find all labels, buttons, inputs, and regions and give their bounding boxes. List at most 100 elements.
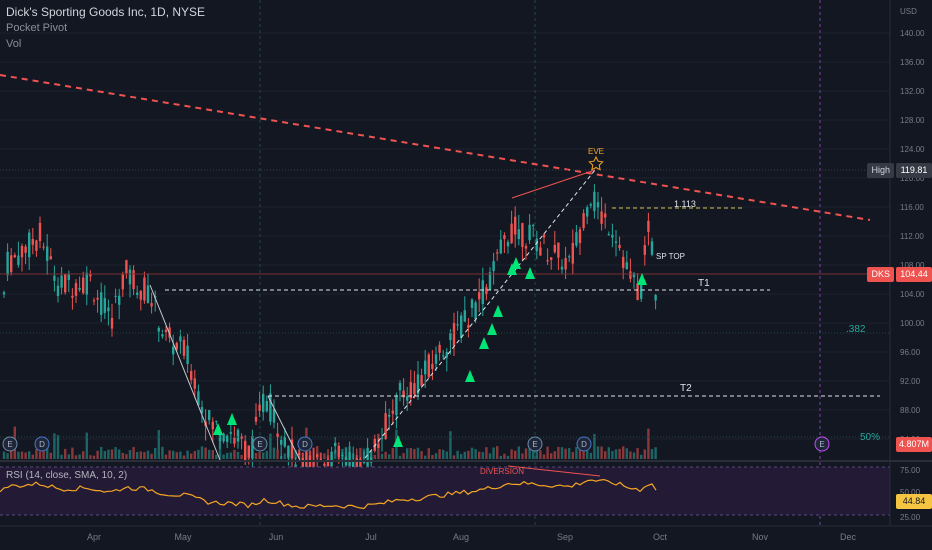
volume-bar	[46, 446, 49, 459]
candle-body	[103, 298, 106, 313]
candle-body	[384, 413, 387, 439]
pocket-pivot-triangle	[393, 435, 403, 447]
volume-bar	[366, 453, 369, 459]
candle-body	[35, 240, 38, 251]
candle-body	[38, 222, 42, 242]
candle-body	[647, 220, 650, 232]
volume-bar	[535, 447, 538, 459]
volume-bar	[265, 450, 268, 459]
candle-body	[64, 274, 67, 293]
rally-line	[364, 169, 596, 459]
candle-body	[272, 408, 276, 423]
rsi-tick: 75.00	[900, 466, 921, 475]
price-tick: 140.00	[900, 29, 925, 38]
candle-body	[654, 294, 657, 301]
volume-bar	[503, 453, 506, 459]
candle-body	[622, 256, 625, 268]
candle-body	[604, 213, 607, 218]
volume-bar	[31, 454, 34, 459]
volume-bar	[2, 451, 6, 459]
candle-body	[632, 273, 636, 278]
symbol-title[interactable]: Dick's Sporting Goods Inc, 1D, NYSE	[6, 5, 206, 19]
volume-bar	[478, 451, 481, 459]
volume-bar	[542, 454, 546, 459]
volume-bar	[514, 450, 517, 459]
candle-body	[629, 271, 632, 279]
candle-body	[262, 393, 265, 413]
event-marker-D	[576, 436, 592, 452]
high-value-tag: 119.81	[896, 163, 932, 178]
volume-bar	[470, 447, 474, 459]
candle-body	[233, 437, 236, 444]
candle-body	[10, 255, 13, 273]
indicator-volume[interactable]: Vol	[6, 38, 22, 50]
volume-bar	[154, 447, 157, 459]
candle-body	[514, 216, 517, 235]
candle-body	[586, 207, 589, 217]
rsi-legend[interactable]: RSI (14, close, SMA, 10, 2)	[6, 470, 128, 481]
price-tick: 96.00	[900, 348, 921, 357]
candle-body	[179, 336, 182, 342]
volume-bar	[409, 448, 412, 459]
volume-bar	[330, 455, 333, 459]
volume-bar	[636, 448, 639, 459]
candle-body	[251, 435, 254, 459]
candle-body	[589, 204, 592, 206]
candle-body	[532, 225, 535, 227]
rsi-tick: 25.00	[900, 513, 921, 522]
volume-bar	[614, 449, 618, 459]
volume-bar	[442, 449, 445, 459]
volume-bar	[449, 431, 452, 459]
volume-bar	[71, 447, 74, 459]
candle-body	[265, 400, 268, 412]
sp-top-label: SP TOP	[656, 252, 685, 261]
volume-bar	[294, 450, 297, 459]
candle-body	[305, 451, 308, 480]
candle-body	[125, 260, 128, 274]
month-label: Jul	[365, 532, 377, 542]
volume-bar	[391, 448, 394, 459]
price-tick: 92.00	[900, 377, 921, 386]
volume-bar	[406, 448, 409, 459]
volume-bar	[103, 451, 106, 459]
drop-line-b	[267, 395, 301, 461]
price-tick: 124.00	[900, 145, 925, 154]
volume-bar	[373, 454, 376, 459]
candle-body	[362, 461, 366, 464]
price-tick: 104.00	[900, 290, 925, 299]
volume-bar	[182, 455, 186, 459]
drop-line-a	[149, 284, 221, 461]
volume-bar	[456, 450, 459, 459]
pocket-pivot-triangle	[525, 267, 535, 279]
candle-body	[190, 371, 193, 380]
volume-bar	[589, 452, 592, 459]
volume-bar	[164, 454, 168, 459]
volume-bar	[240, 454, 243, 459]
event-marker-label: E	[819, 440, 824, 449]
candle-body	[449, 332, 452, 341]
candle-body	[49, 256, 52, 260]
volume-bar	[550, 453, 553, 459]
indicator-pocket-pivot[interactable]: Pocket Pivot	[6, 22, 68, 34]
month-label: Oct	[653, 532, 668, 542]
candle-body	[499, 239, 502, 254]
pocket-pivot-triangle	[637, 273, 647, 285]
volume-bar	[337, 455, 340, 459]
volume-bar	[17, 451, 20, 459]
candle-body	[276, 433, 279, 438]
candle-body	[578, 229, 582, 243]
candle-body	[17, 255, 20, 265]
candle-body	[391, 410, 394, 414]
last-price-tag: 104.44	[896, 267, 932, 282]
candle-body	[650, 241, 654, 255]
event-marker-D	[297, 436, 313, 452]
volume-bar	[341, 448, 344, 459]
candle-body	[535, 238, 538, 252]
candle-body	[452, 323, 456, 347]
volume-bar	[157, 430, 160, 459]
event-marker-E	[814, 436, 830, 452]
volume-bar	[92, 455, 96, 459]
price-tick: 108.00	[900, 261, 925, 270]
volume-bar	[208, 449, 211, 459]
